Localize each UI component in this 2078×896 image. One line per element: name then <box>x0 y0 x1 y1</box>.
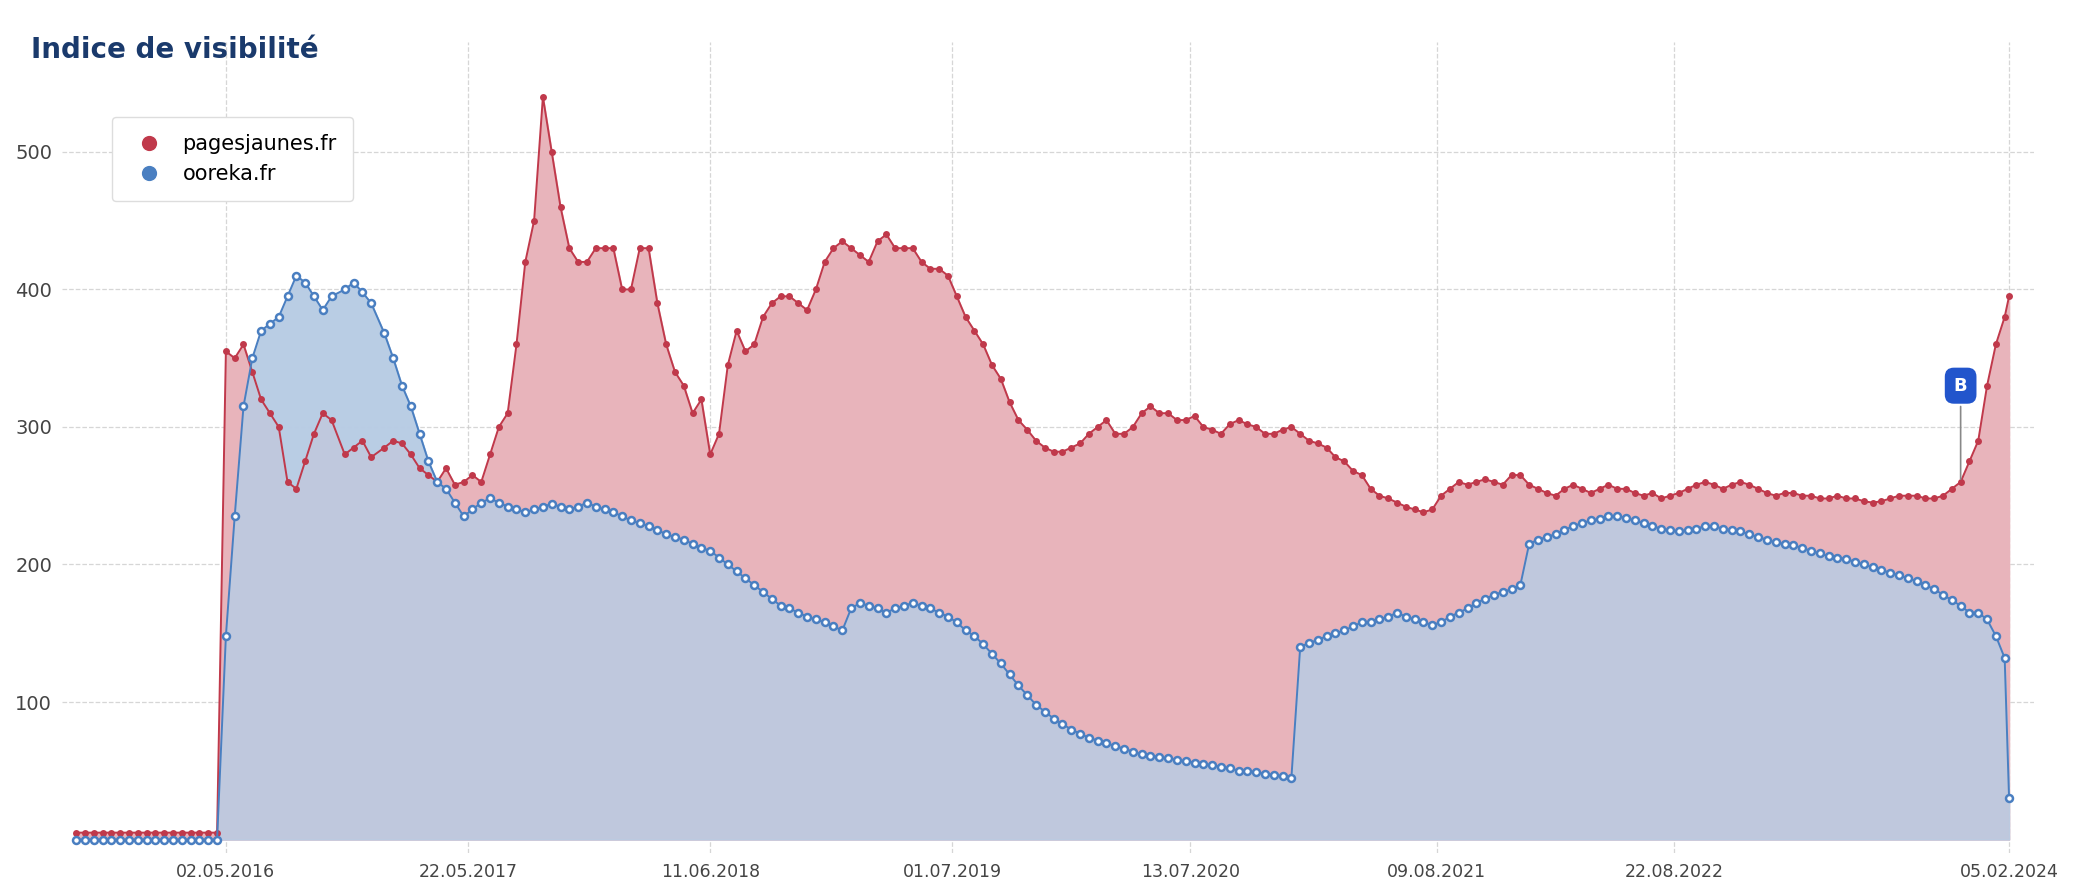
Text: B: B <box>1953 376 1968 479</box>
Text: Indice de visibilité: Indice de visibilité <box>31 36 318 64</box>
Legend: pagesjaunes.fr, ooreka.fr: pagesjaunes.fr, ooreka.fr <box>112 117 353 201</box>
